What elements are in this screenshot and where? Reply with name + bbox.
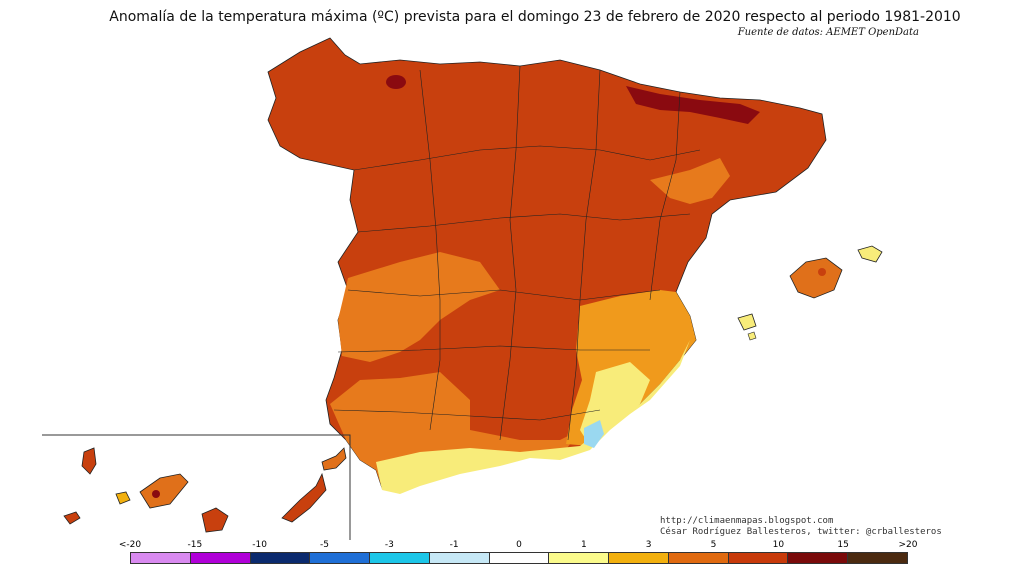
data-source: Fuente de datos: AEMET OpenData xyxy=(737,27,919,38)
legend-swatch xyxy=(250,553,311,563)
el-hierro-island xyxy=(63,511,81,525)
legend-swatch xyxy=(668,553,729,563)
legend-tick-label: -15 xyxy=(187,540,203,550)
formentera-island xyxy=(747,331,757,341)
legend-tick-label: -1 xyxy=(449,540,459,550)
gran-canaria-island xyxy=(201,507,229,533)
fuerteventura-island xyxy=(281,472,327,523)
blog-url: http://climaenmapas.blogspot.com xyxy=(660,516,834,526)
province-borders xyxy=(333,65,701,441)
la-palma-island xyxy=(81,447,97,475)
legend-tick-label: 0 xyxy=(516,540,522,550)
ebro-mild-zone xyxy=(650,158,730,204)
legend-tick-label: >20 xyxy=(898,540,918,550)
tenerife-hot-spot xyxy=(152,490,160,498)
legend-tick-label: 15 xyxy=(837,540,849,550)
legend-labels: <-20 -15 -10 -5 -3 -1 0 1 3 5 10 15 >20 xyxy=(0,540,1024,552)
tenerife-island xyxy=(139,473,189,509)
legend-swatch xyxy=(429,553,490,563)
cool-spot xyxy=(584,420,604,448)
legend-bar xyxy=(130,552,908,564)
legend-tick-label: -3 xyxy=(384,540,394,550)
legend-tick-label: 5 xyxy=(710,540,717,550)
legend-swatch xyxy=(310,553,371,563)
credits: http://climaenmapas.blogspot.com César R… xyxy=(660,516,942,538)
legend-swatch xyxy=(848,553,907,563)
pyrenees-hot-spot xyxy=(626,86,760,124)
legend-tick-label: 10 xyxy=(772,540,785,550)
legend-swatch xyxy=(131,553,191,563)
legend-swatch xyxy=(728,553,789,563)
mallorca-island xyxy=(789,257,843,299)
legend-tick-label: -5 xyxy=(320,540,329,550)
legend-tick-label: 1 xyxy=(580,540,587,550)
legend-swatch xyxy=(370,553,430,563)
legend-swatch xyxy=(788,553,849,563)
legend-tick-label: -10 xyxy=(252,540,268,550)
south-coast-slight-zone xyxy=(376,340,690,494)
ibiza-island xyxy=(737,313,757,331)
la-gomera-island xyxy=(115,491,131,505)
legend-swatch xyxy=(549,553,610,563)
cantabria-hot-spot xyxy=(386,75,406,89)
west-mild-zone xyxy=(338,252,500,362)
legend-tick-label: 3 xyxy=(645,540,652,550)
legend-swatch xyxy=(489,553,550,563)
mallorca-hot-spot xyxy=(818,268,826,276)
canary-inset-frame xyxy=(42,434,351,540)
legend-tick-label: <-20 xyxy=(118,540,142,550)
map-title: Anomalía de la temperatura máxima (ºC) p… xyxy=(109,9,961,25)
lanzarote-island xyxy=(321,447,347,471)
author-credit: César Rodríguez Ballesteros, twitter: @c… xyxy=(660,527,942,537)
legend-swatch xyxy=(609,553,669,563)
menorca-island xyxy=(857,245,883,263)
legend-swatch xyxy=(190,553,251,563)
